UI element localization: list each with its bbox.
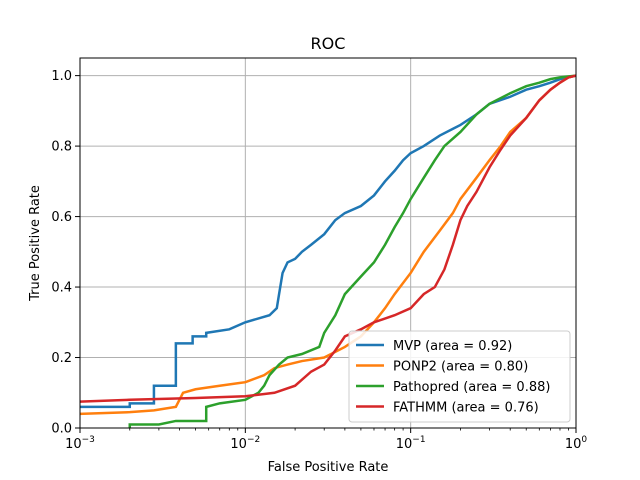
- grid: [79, 58, 577, 429]
- legend-entry: FATHMM (area = 0.76): [393, 401, 539, 416]
- y-tick-label: 0.0: [51, 422, 72, 437]
- x-tick-label: 10−1: [396, 435, 426, 452]
- x-tick-label: 100: [565, 435, 588, 452]
- legend-box: [348, 330, 571, 423]
- x-tick-label: 10−3: [65, 435, 95, 452]
- x-axis-label: False Positive Rate: [268, 460, 389, 475]
- y-axis-label: True Positive Rate: [28, 185, 43, 302]
- legend-entry: PONP2 (area = 0.80): [393, 360, 528, 375]
- y-ticks: 0.0 0.2 0.4 0.6 0.8 1.0: [51, 69, 80, 437]
- legend: MVP (area = 0.92) PONP2 (area = 0.80) Path…: [348, 330, 571, 423]
- y-tick-label: 0.6: [51, 210, 72, 225]
- series-layer: [80, 74, 576, 428]
- y-tick-label: 0.8: [51, 140, 72, 155]
- chart-title: ROC: [311, 34, 346, 53]
- plot-frame: [79, 57, 577, 429]
- legend-entry: Pathopred (area = 0.88): [393, 380, 550, 395]
- series-line-4: [80, 74, 576, 403]
- series-line-3: [128, 74, 576, 428]
- y-tick-label: 1.0: [51, 69, 72, 84]
- y-tick-label: 0.2: [51, 351, 72, 366]
- x-ticks: 10−3 10−2 10−1 100: [65, 428, 587, 452]
- y-tick-label: 0.4: [51, 281, 72, 296]
- legend-entry: MVP (area = 0.92): [393, 339, 512, 354]
- x-tick-label: 10−2: [230, 435, 260, 452]
